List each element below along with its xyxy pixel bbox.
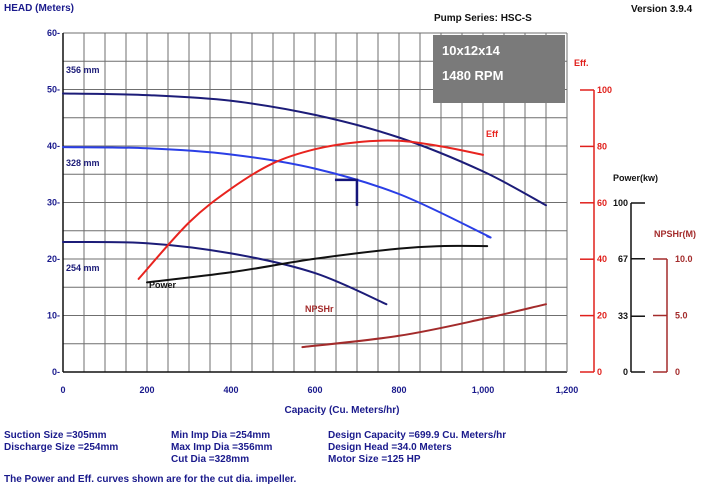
- model-speed: 1480 RPM: [442, 68, 503, 83]
- suction-size: Suction Size =305mm: [4, 430, 107, 441]
- npshr-axis-title: NPSHr(M): [654, 229, 696, 239]
- x-tick-label: 0: [60, 385, 65, 395]
- eff-tick-label: 20: [597, 311, 607, 321]
- x-tick-label: 800: [391, 385, 406, 395]
- series-line-eff: [137, 139, 484, 280]
- power-axis-title: Power(kw): [613, 173, 658, 183]
- series-lines: [62, 92, 547, 349]
- series-line-254-mm: [62, 240, 388, 306]
- footnote: The Power and Eff. curves shown are for …: [4, 474, 297, 485]
- label-356mm: 356 mm: [66, 65, 100, 75]
- max-impeller-dia: Max Imp Dia =356mm: [171, 442, 273, 453]
- discharge-size: Discharge Size =254mm: [4, 442, 119, 453]
- model-box: [433, 35, 565, 103]
- x-tick-label: 1,000: [472, 385, 495, 395]
- power-tick-label: 33: [618, 311, 628, 321]
- label-328mm: 328 mm: [66, 158, 100, 168]
- eff-tick-label: 60: [597, 198, 607, 208]
- y-tick-label: 0-: [52, 367, 60, 377]
- power-tick-label: 100: [613, 198, 628, 208]
- npshr-tick-label: 10.0: [675, 254, 693, 264]
- eff-tick-label: 100: [597, 85, 612, 95]
- power-tick-label: 67: [618, 254, 628, 264]
- x-tick-label: 400: [223, 385, 238, 395]
- y-tick-label: 50-: [47, 85, 60, 95]
- min-impeller-dia: Min Imp Dia =254mm: [171, 430, 271, 441]
- npshr-tick-label: 0: [675, 367, 680, 377]
- npshr-tick-label: 5.0: [675, 311, 688, 321]
- eff-tick-label: 40: [597, 254, 607, 264]
- pump-series: Pump Series: HSC-S: [434, 13, 532, 24]
- y-tick-label: 40-: [47, 141, 60, 151]
- design-point-marker: [334, 178, 359, 206]
- series-line-power: [146, 244, 489, 284]
- eff-tick-label: 0: [597, 367, 602, 377]
- x-tick-label: 1,200: [556, 385, 579, 395]
- model-size: 10x12x14: [442, 43, 501, 58]
- y-tick-label: 30-: [47, 198, 60, 208]
- tick-labels: 0 200 400 600 800 1,000 1,2000-10-20-30-40-50-…: [47, 28, 693, 395]
- label-power: Power: [149, 280, 177, 290]
- version: Version 3.9.4: [631, 4, 693, 15]
- label-npshr: NPSHr: [305, 304, 334, 314]
- design-capacity: Design Capacity =699.9 Cu. Meters/hr: [328, 430, 507, 441]
- design-head: Design Head =34.0 Meters: [328, 442, 452, 453]
- y-tick-label: 60-: [47, 28, 60, 38]
- series-line-356-mm: [62, 92, 547, 207]
- power-tick-label: 0: [623, 367, 628, 377]
- x-tick-label: 200: [139, 385, 154, 395]
- series-line-328-mm: [62, 146, 492, 239]
- motor-size: Motor Size =125 HP: [328, 454, 421, 465]
- series-line-npshr: [301, 303, 547, 349]
- eff-axis-title: Eff.: [574, 58, 589, 68]
- x-tick-label: 600: [307, 385, 322, 395]
- head-axis-title: HEAD (Meters): [4, 3, 74, 14]
- cut-dia: Cut Dia =328mm: [171, 454, 250, 465]
- label-eff: Eff: [486, 129, 499, 139]
- y-tick-label: 20-: [47, 254, 60, 264]
- grid: [63, 32, 567, 372]
- y-tick-label: 10-: [47, 311, 60, 321]
- label-254mm: 254 mm: [66, 263, 100, 273]
- axes: [62, 33, 668, 373]
- eff-tick-label: 80: [597, 141, 607, 151]
- x-axis-title: Capacity (Cu. Meters/hr): [284, 405, 399, 416]
